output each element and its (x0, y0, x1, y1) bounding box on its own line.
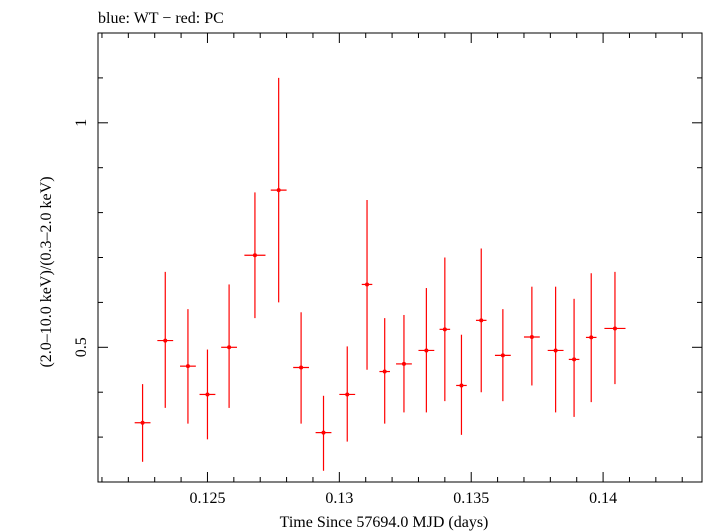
data-point (199, 349, 216, 440)
data-point (604, 271, 626, 385)
point-marker (479, 318, 484, 323)
point-marker (500, 353, 505, 358)
x-axis-label: Time Since 57694.0 MJD (days) (280, 514, 489, 531)
point-marker (365, 282, 370, 287)
data-point (568, 298, 580, 417)
chart-title: blue: WT − red: PC (98, 10, 224, 27)
data-point (475, 248, 487, 393)
x-axis-ticks: 0.125 0.13 0.135 0.14 (101, 33, 683, 507)
data-point (270, 77, 287, 303)
point-marker (227, 345, 232, 350)
data-point (585, 273, 597, 403)
data-point (134, 384, 151, 462)
data-point (221, 284, 237, 408)
plot-frame (97, 32, 703, 483)
point-marker (252, 253, 257, 258)
data-point (456, 334, 467, 435)
point-marker (612, 326, 617, 331)
data-point (361, 200, 373, 370)
point-marker (553, 348, 558, 353)
point-marker (382, 369, 387, 374)
data-point (523, 286, 540, 386)
point-marker (345, 392, 350, 397)
x-tick-label: 0.125 (189, 490, 225, 507)
data-points (134, 77, 626, 471)
data-point (494, 309, 511, 402)
data-point (244, 192, 266, 319)
point-marker (459, 383, 464, 388)
y-tick-label: 0.5 (73, 337, 90, 357)
point-marker (299, 365, 304, 370)
x-tick-label: 0.14 (589, 490, 617, 507)
data-point (547, 286, 564, 413)
x-tick-label: 0.13 (325, 490, 353, 507)
data-point (396, 314, 412, 413)
data-point (339, 346, 356, 442)
point-marker (276, 188, 281, 193)
point-marker (401, 361, 406, 366)
data-point (293, 312, 310, 424)
data-point (157, 271, 174, 408)
y-tick-label: 1 (73, 119, 90, 127)
point-marker (140, 420, 145, 425)
point-marker (572, 357, 577, 362)
point-marker (589, 335, 594, 340)
point-marker (205, 392, 210, 397)
y-axis-label: (2.0–10.0 keV)/(0.3–2.0 keV) (38, 176, 55, 367)
data-point (379, 318, 390, 424)
point-marker (424, 348, 429, 353)
point-marker (163, 338, 168, 343)
data-point (315, 395, 332, 471)
data-point (418, 288, 435, 413)
point-marker (442, 327, 447, 332)
data-point (439, 257, 451, 402)
point-marker (529, 334, 534, 339)
y-axis-ticks: 0.51 (73, 32, 702, 483)
point-marker (185, 364, 190, 369)
data-point (180, 309, 196, 424)
point-marker (321, 430, 326, 435)
x-tick-label: 0.135 (453, 490, 489, 507)
